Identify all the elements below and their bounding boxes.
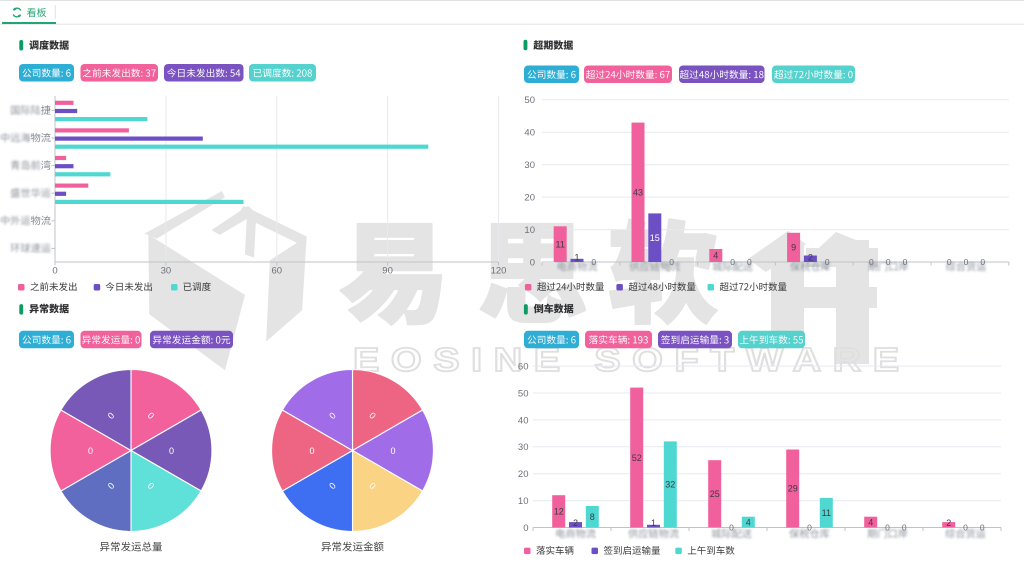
svg-text:4: 4 xyxy=(713,251,718,261)
svg-text:90: 90 xyxy=(382,266,393,277)
svg-text:0: 0 xyxy=(980,257,985,267)
svg-text:30: 30 xyxy=(524,160,535,171)
svg-text:30: 30 xyxy=(518,442,529,453)
svg-text:0: 0 xyxy=(902,523,907,533)
svg-text:0: 0 xyxy=(669,257,674,267)
svg-text:120: 120 xyxy=(491,266,507,277)
svg-text:29: 29 xyxy=(788,484,798,494)
svg-text:0: 0 xyxy=(309,446,314,456)
svg-text:25: 25 xyxy=(710,489,720,499)
svg-text:0: 0 xyxy=(106,481,117,492)
svg-text:11: 11 xyxy=(556,239,565,249)
svg-text:40: 40 xyxy=(518,415,529,426)
svg-text:15: 15 xyxy=(650,233,660,243)
svg-text:0: 0 xyxy=(146,410,157,421)
svg-text:1: 1 xyxy=(651,518,656,528)
svg-text:40: 40 xyxy=(524,128,535,139)
svg-text:30: 30 xyxy=(161,266,172,277)
svg-text:4: 4 xyxy=(746,517,751,527)
svg-text:60: 60 xyxy=(518,362,529,373)
svg-text:0: 0 xyxy=(530,257,535,268)
svg-text:0: 0 xyxy=(903,257,908,267)
svg-text:0: 0 xyxy=(947,257,952,267)
svg-text:2: 2 xyxy=(946,518,951,528)
svg-text:32: 32 xyxy=(665,480,675,490)
svg-text:0: 0 xyxy=(886,257,891,267)
svg-text:4: 4 xyxy=(868,517,873,527)
svg-text:0: 0 xyxy=(591,257,596,267)
svg-text:9: 9 xyxy=(791,243,796,253)
svg-text:0: 0 xyxy=(730,257,735,267)
svg-text:0: 0 xyxy=(327,481,338,492)
svg-text:0: 0 xyxy=(807,523,812,533)
svg-text:2: 2 xyxy=(808,253,813,263)
svg-text:0: 0 xyxy=(367,481,378,492)
svg-text:0: 0 xyxy=(963,523,968,533)
svg-text:0: 0 xyxy=(390,446,395,456)
svg-text:0: 0 xyxy=(964,257,969,267)
svg-text:8: 8 xyxy=(590,512,595,522)
svg-text:0: 0 xyxy=(869,257,874,267)
svg-text:0: 0 xyxy=(825,257,830,267)
svg-text:52: 52 xyxy=(632,453,642,463)
svg-text:0: 0 xyxy=(729,523,734,533)
svg-text:0: 0 xyxy=(747,257,752,267)
svg-text:50: 50 xyxy=(518,388,529,399)
svg-text:0: 0 xyxy=(169,446,174,456)
svg-text:12: 12 xyxy=(554,507,564,517)
svg-text:0: 0 xyxy=(523,523,528,534)
svg-text:0: 0 xyxy=(106,410,117,421)
svg-text:50: 50 xyxy=(524,95,535,106)
svg-text:0: 0 xyxy=(52,266,57,277)
svg-text:0: 0 xyxy=(327,410,338,421)
svg-text:0: 0 xyxy=(980,523,985,533)
svg-text:0: 0 xyxy=(146,481,157,492)
svg-text:0: 0 xyxy=(88,446,93,456)
svg-text:60: 60 xyxy=(272,266,283,277)
svg-text:20: 20 xyxy=(524,193,535,204)
svg-text:1: 1 xyxy=(574,253,579,263)
svg-text:0: 0 xyxy=(367,410,378,421)
svg-text:0: 0 xyxy=(885,523,890,533)
svg-text:10: 10 xyxy=(518,496,529,507)
svg-text:11: 11 xyxy=(822,508,831,518)
svg-text:2: 2 xyxy=(573,518,578,528)
svg-text:43: 43 xyxy=(633,188,643,198)
svg-text:10: 10 xyxy=(524,225,535,236)
svg-text:20: 20 xyxy=(518,469,529,480)
